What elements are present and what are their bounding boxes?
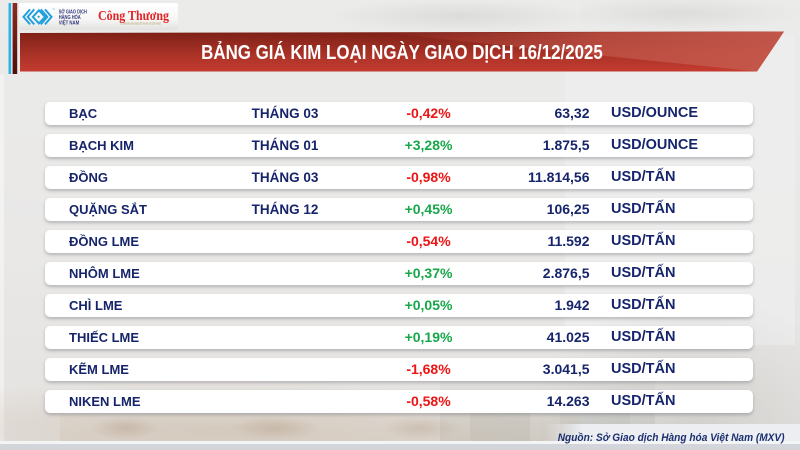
svg-text:Công Thương: Công Thương [98,8,169,23]
svg-text:HÀNG HÓA: HÀNG HÓA [59,13,81,21]
svg-text:CƠ QUAN NGÔN LUẬN CỦA BỘ CÔNG: CƠ QUAN NGÔN LUẬN CỦA BỘ CÔNG THƯƠNG - B… [120,21,161,26]
svg-text:VIỆT NAM: VIỆT NAM [59,18,80,26]
svg-text:SỞ GIAO DỊCH: SỞ GIAO DỊCH [59,8,87,15]
